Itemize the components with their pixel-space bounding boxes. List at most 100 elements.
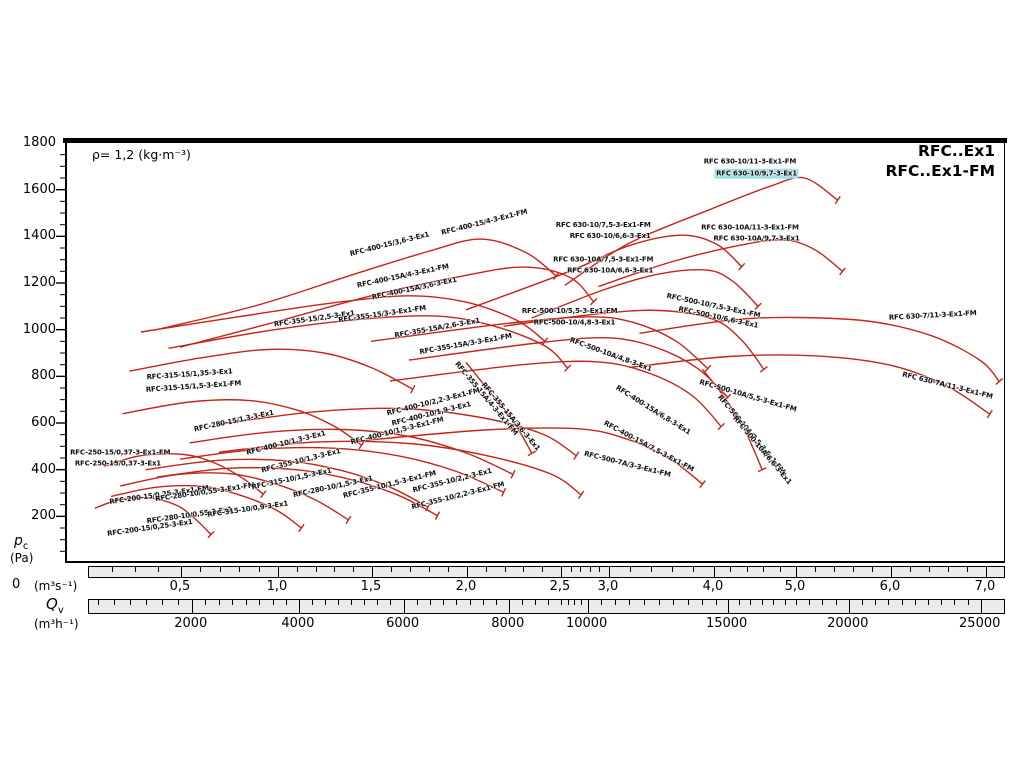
axis-major-tick <box>714 567 715 577</box>
legend-line-ex1-fm: RFC..Ex1-FM <box>885 162 996 180</box>
chart-plot-area: RFC 630-10/11-3-Ex1-FM RFC 630-10/9,7-3-E… <box>56 143 1005 563</box>
axis-minor-tick <box>561 600 562 605</box>
axis-minor-tick <box>589 567 591 572</box>
curve-label: RFC 630-10/11-3-Ex1-FM <box>703 157 797 167</box>
axis-minor-tick <box>914 600 916 605</box>
fan-curve-280-10-15 <box>156 466 438 517</box>
axis-minor-tick <box>872 567 873 572</box>
y-axis-zero-label: 0 <box>12 577 21 592</box>
axis-minor-tick <box>391 567 392 572</box>
curve-end-tick <box>573 451 580 460</box>
curve-label: RFC 630-10A/7,5-3-Ex1-FM <box>552 255 654 265</box>
axis-minor-tick <box>967 567 968 572</box>
axis-minor-tick <box>672 567 673 572</box>
curve-label-text: RFC 630-10A/7,5-3-Ex1-FM <box>553 256 653 264</box>
axis-major-tick <box>609 567 610 577</box>
axis-tick-label: 2,0 <box>455 579 477 594</box>
fan-curve-355-15A-tail <box>465 361 533 454</box>
axis-major-tick <box>298 600 300 613</box>
axis-minor-tick <box>967 600 969 605</box>
axis-major-tick <box>278 567 279 577</box>
axis-minor-tick <box>702 600 704 605</box>
axis-major-tick <box>986 567 987 577</box>
axis-major-tick <box>727 600 729 613</box>
curve-label-text: RFC-250-15/0,37-3-Ex1 <box>75 460 161 468</box>
curve-end-tick <box>699 480 706 489</box>
curve-label-text: RFC 630-10A/6,6-3-Ex1 <box>567 267 653 275</box>
fan-curve-400-10-13 <box>189 428 514 475</box>
curve-end-tick <box>345 515 352 525</box>
fan-curve-400-15 <box>161 238 557 330</box>
axis-minor-tick <box>377 600 379 605</box>
y-axis-label: 600 <box>31 415 56 430</box>
axis-major-tick <box>181 567 182 577</box>
curve-label: RFC 630-10A/6,6-3-Ex1 <box>566 266 654 276</box>
fan-curve-500-10-55 <box>370 316 709 370</box>
fan-curve-315-15 <box>129 348 414 390</box>
axis-minor-tick <box>158 567 159 572</box>
axis-minor-tick <box>97 600 99 605</box>
axis-minor-tick <box>809 600 811 605</box>
curve-end-tick <box>564 364 572 372</box>
axis-minor-tick <box>161 600 163 605</box>
fan-curve-355-15A <box>168 315 569 369</box>
curve-label: RFC 630-10/9,7-3-Ex1 <box>714 168 799 179</box>
curve-end-tick <box>738 262 746 271</box>
axis-minor-tick <box>448 567 449 572</box>
fan-curve-500-7A <box>352 427 703 485</box>
curve-end-tick <box>510 469 516 479</box>
axis-minor-tick <box>145 600 147 605</box>
fan-curve-400-15A <box>179 266 595 348</box>
fan-curves-svg: RFC 630-10/11-3-Ex1-FM RFC 630-10/9,7-3-E… <box>56 143 1005 563</box>
axis-tick-label: 0,5 <box>169 579 191 594</box>
fan-curve-630-7 <box>639 316 1000 382</box>
axis-minor-tick <box>835 600 837 605</box>
axis-minor-tick <box>796 600 797 605</box>
curve-end-tick <box>717 422 725 431</box>
axis-minor-tick <box>941 600 943 605</box>
x-axis-ruler-m3h <box>88 599 1005 614</box>
axis-minor-tick <box>601 600 602 605</box>
axis-minor-tick <box>614 600 616 605</box>
axis-minor-tick <box>580 567 582 572</box>
axis-minor-tick <box>285 600 287 605</box>
axis-minor-tick <box>232 600 234 605</box>
curve-label-text: RFC-500-10A/5,5-3-Ex1-FM <box>698 378 797 414</box>
axis-minor-tick <box>416 600 418 605</box>
axis-minor-tick <box>673 600 675 605</box>
legend-line-ex1: RFC..Ex1 <box>917 142 995 160</box>
curve-label: RFC-500-10/5,5-3-Ex1-FM <box>521 306 619 316</box>
axis-major-tick <box>980 600 982 613</box>
fan-curve-500-10A-tail <box>701 368 763 470</box>
axis-minor-tick <box>534 600 536 605</box>
y-axis-title: pc <box>14 533 28 552</box>
chart-legend: RFC..Ex1 RFC..Ex1-FM <box>820 141 996 181</box>
axis-minor-tick <box>875 600 877 605</box>
axis-minor-tick <box>334 567 336 572</box>
axis-minor-tick <box>644 600 645 605</box>
axis-minor-tick <box>954 600 956 605</box>
axis-minor-tick <box>927 600 929 605</box>
x-axis-ruler-m3s <box>88 566 1005 578</box>
x-axis-symbol-sub: v <box>57 605 64 616</box>
axis-major-tick <box>403 600 405 613</box>
curve-label: RFC 630-10A/9,7-3-Ex1 <box>713 234 801 244</box>
y-axis-label: 1600 <box>22 181 56 197</box>
fan-curve-630-7A <box>628 354 991 415</box>
axis-minor-tick <box>658 600 660 605</box>
axis-tick-label: 4000 <box>281 616 315 631</box>
curve-label-text: RFC 630-10/7,5-3-Ex1-FM <box>556 221 651 229</box>
axis-minor-tick <box>338 600 340 605</box>
curve-label-text: RFC 630-10/6,6-3-Ex1 <box>570 232 651 240</box>
axis-minor-tick <box>200 567 202 572</box>
axis-minor-tick <box>542 567 544 572</box>
axis-minor-tick <box>112 567 113 572</box>
axis-minor-tick <box>834 567 835 572</box>
density-annotation: ρ= 1,2 (kg·m⁻³) <box>92 147 191 162</box>
axis-minor-tick <box>325 600 326 605</box>
axis-minor-tick <box>430 600 432 605</box>
curve-end-tick <box>207 530 215 539</box>
axis-major-tick <box>372 567 373 577</box>
fan-curve-500-10A <box>408 336 729 398</box>
axis-minor-tick <box>353 567 355 572</box>
